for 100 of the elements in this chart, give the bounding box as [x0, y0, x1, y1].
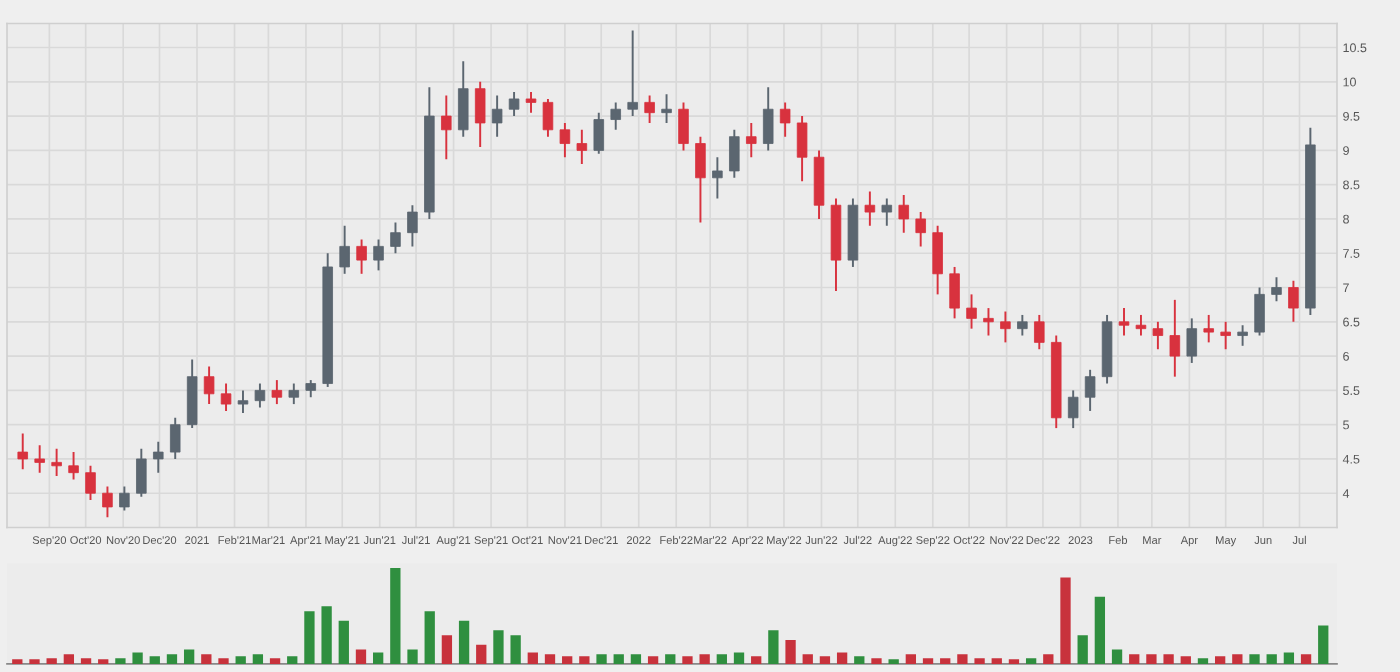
candlestick — [627, 29, 638, 118]
bar — [441, 635, 453, 664]
bar — [665, 654, 676, 664]
bar — [1077, 635, 1088, 664]
candlestick — [1220, 320, 1231, 351]
bar — [630, 654, 642, 664]
bar — [802, 654, 813, 664]
bar — [390, 567, 401, 664]
candlestick — [796, 115, 808, 183]
bar — [166, 654, 178, 664]
candlestick — [712, 156, 723, 200]
bar — [1025, 658, 1037, 664]
bar — [252, 654, 264, 664]
candlestick — [729, 128, 740, 179]
candlestick — [525, 91, 537, 114]
candlestick — [1203, 313, 1214, 344]
candlestick — [949, 265, 960, 320]
candlestick — [610, 101, 621, 131]
candlestick — [881, 197, 893, 227]
bar — [768, 630, 779, 664]
candlestick — [237, 389, 249, 414]
bar — [991, 658, 1002, 664]
candlestick — [390, 221, 401, 255]
candlestick — [932, 224, 943, 296]
candlestick — [1271, 276, 1282, 303]
candlestick — [1288, 279, 1299, 323]
candlestick — [254, 382, 266, 409]
bar — [974, 658, 985, 664]
bar — [1283, 652, 1295, 664]
candlestick — [271, 379, 283, 406]
bar — [699, 654, 710, 664]
candlestick — [1152, 320, 1164, 351]
candlestick — [644, 94, 655, 124]
bar — [1197, 658, 1209, 664]
candlestick — [864, 190, 876, 227]
candlestick — [491, 94, 503, 138]
bar — [1232, 654, 1243, 664]
bar — [1180, 656, 1191, 664]
bar — [596, 654, 607, 664]
candlestick — [813, 149, 825, 220]
candlestick — [593, 111, 605, 155]
candlestick — [661, 93, 672, 124]
candlestick — [1118, 307, 1130, 337]
candlestick — [542, 97, 554, 138]
bar — [751, 656, 762, 664]
bar — [579, 656, 590, 664]
candlestick — [102, 485, 113, 519]
bar — [1163, 654, 1174, 664]
candlestick — [34, 444, 45, 474]
candlestick — [898, 193, 910, 234]
bar — [940, 658, 951, 664]
bar — [304, 611, 315, 664]
candlestick — [203, 365, 215, 406]
candlestick — [1169, 298, 1181, 378]
bar — [1146, 654, 1157, 664]
bar — [338, 620, 349, 664]
bar — [871, 658, 882, 664]
candlestick — [407, 204, 418, 248]
bar — [115, 658, 126, 664]
bar — [1266, 654, 1277, 664]
bar — [46, 658, 57, 664]
bar — [183, 649, 195, 664]
bar — [613, 654, 624, 664]
candlestick — [441, 94, 452, 161]
bar — [493, 630, 504, 664]
bar — [1129, 654, 1140, 664]
candlestick — [169, 416, 181, 460]
bar — [424, 611, 435, 664]
candlestick — [695, 135, 706, 224]
bar — [269, 658, 281, 664]
bar — [1111, 649, 1123, 664]
candlestick — [1084, 368, 1096, 412]
candlestick — [136, 447, 147, 498]
bar — [1043, 654, 1054, 664]
bar — [235, 656, 246, 664]
bar — [733, 652, 745, 664]
bar — [132, 652, 143, 664]
candlestick — [559, 121, 571, 159]
bar — [854, 656, 865, 664]
candlestick — [966, 293, 977, 330]
candlestick — [779, 101, 791, 138]
candlestick — [68, 451, 79, 481]
candlestick — [983, 307, 994, 337]
candlestick — [1017, 313, 1028, 337]
candlestick — [1067, 389, 1079, 430]
candlestick — [678, 101, 689, 152]
candlestick — [474, 80, 486, 148]
candlestick — [153, 440, 164, 474]
candlestick — [1237, 324, 1248, 347]
candlestick — [762, 86, 774, 152]
candlestick — [1254, 286, 1265, 337]
bar — [922, 658, 934, 664]
bar — [1094, 596, 1106, 664]
bar — [836, 652, 848, 664]
candlestick — [288, 382, 300, 406]
candlestick — [186, 358, 198, 430]
bar — [80, 658, 92, 664]
bar — [1215, 656, 1226, 664]
bar — [1300, 654, 1312, 664]
candlestick — [457, 60, 469, 138]
